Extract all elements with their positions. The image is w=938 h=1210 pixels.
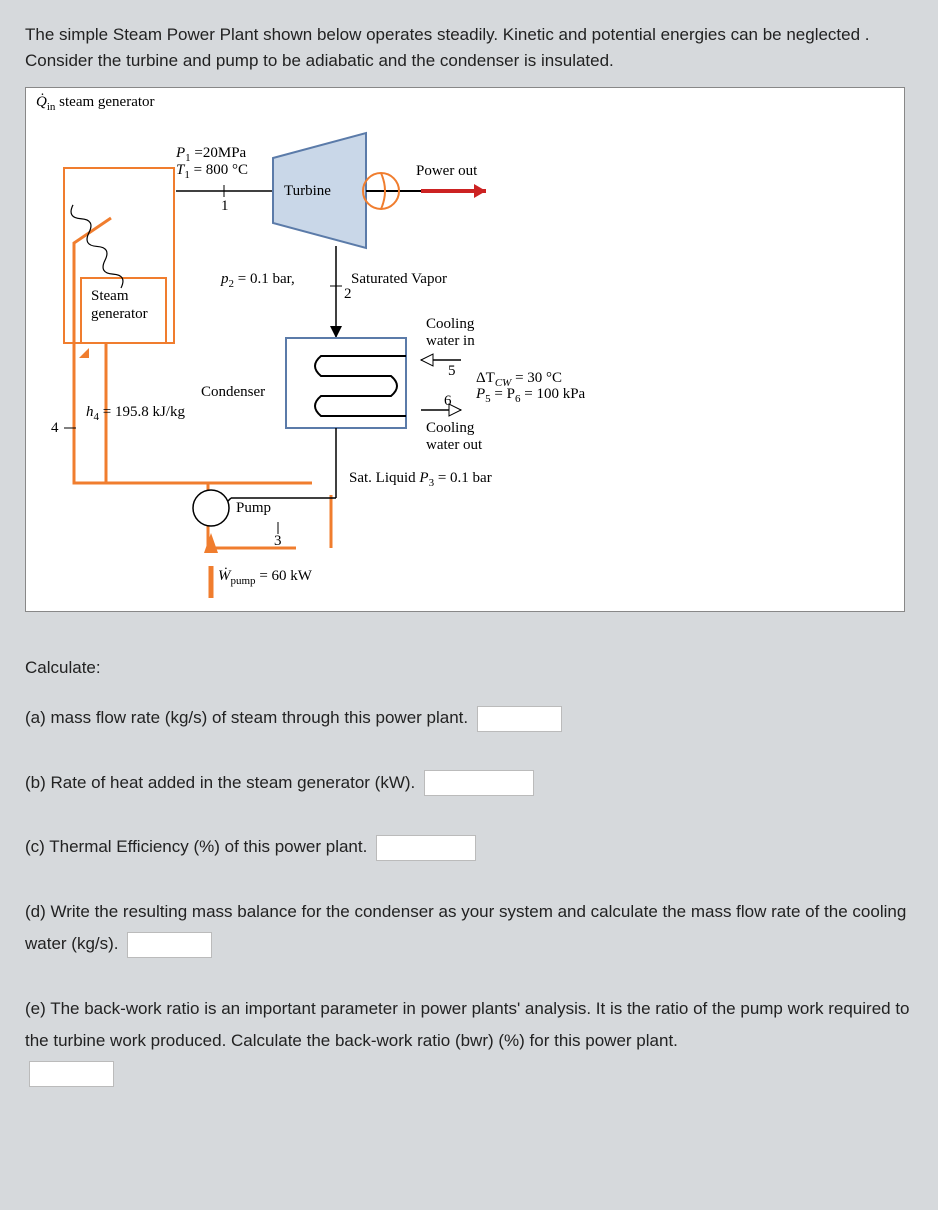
answer-e-input[interactable] [29, 1061, 114, 1087]
cw-in-2: water in [426, 333, 475, 350]
condenser-label: Condenser [201, 384, 265, 401]
point-6: 6 [444, 393, 452, 410]
point-4: 4 [51, 420, 59, 437]
cw-out-2: water out [426, 437, 482, 454]
question-b: (b) Rate of heat added in the steam gene… [25, 767, 913, 799]
answer-c-input[interactable] [376, 835, 476, 861]
point-5: 5 [448, 363, 456, 380]
steam-gen-label-2: generator [91, 306, 148, 323]
question-d: (d) Write the resulting mass balance for… [25, 896, 913, 961]
p56-label: P5 = P6 = 100 kPa [476, 386, 585, 405]
turbine-label: Turbine [284, 183, 331, 200]
point-3: 3 [274, 533, 282, 550]
power-out-label: Power out [416, 163, 477, 180]
pump-label: Pump [236, 500, 271, 517]
question-e: (e) The back-work ratio is an important … [25, 993, 913, 1090]
problem-intro: The simple Steam Power Plant shown below… [25, 22, 913, 75]
calculate-heading: Calculate: [25, 652, 913, 684]
answer-d-input[interactable] [127, 932, 212, 958]
answer-a-input[interactable] [477, 706, 562, 732]
t1-label: T1 = 800 °C [176, 162, 248, 181]
point-2: 2 [344, 286, 352, 303]
steam-gen-label-1: Steam [91, 288, 129, 305]
qin-label: Q̇in steam generator [36, 94, 155, 113]
sat-vapor-label: Saturated Vapor [351, 271, 447, 288]
question-a: (a) mass flow rate (kg/s) of steam throu… [25, 702, 913, 734]
diagram: Q̇in steam generator P1 =20MPa T1 = 800 … [25, 87, 905, 612]
wpump-label: Ẇpump = 60 kW [218, 568, 312, 587]
question-c: (c) Thermal Efficiency (%) of this power… [25, 831, 913, 863]
point-1: 1 [221, 198, 229, 215]
h4-label: h4 = 195.8 kJ/kg [86, 404, 185, 423]
cw-out-1: Cooling [426, 420, 474, 437]
cw-in-1: Cooling [426, 316, 474, 333]
question-body: Calculate: (a) mass flow rate (kg/s) of … [25, 652, 913, 1090]
answer-b-input[interactable] [424, 770, 534, 796]
p2-label: p2 = 0.1 bar, [221, 271, 295, 290]
sat-liquid-label: Sat. Liquid P3 = 0.1 bar [349, 470, 492, 489]
